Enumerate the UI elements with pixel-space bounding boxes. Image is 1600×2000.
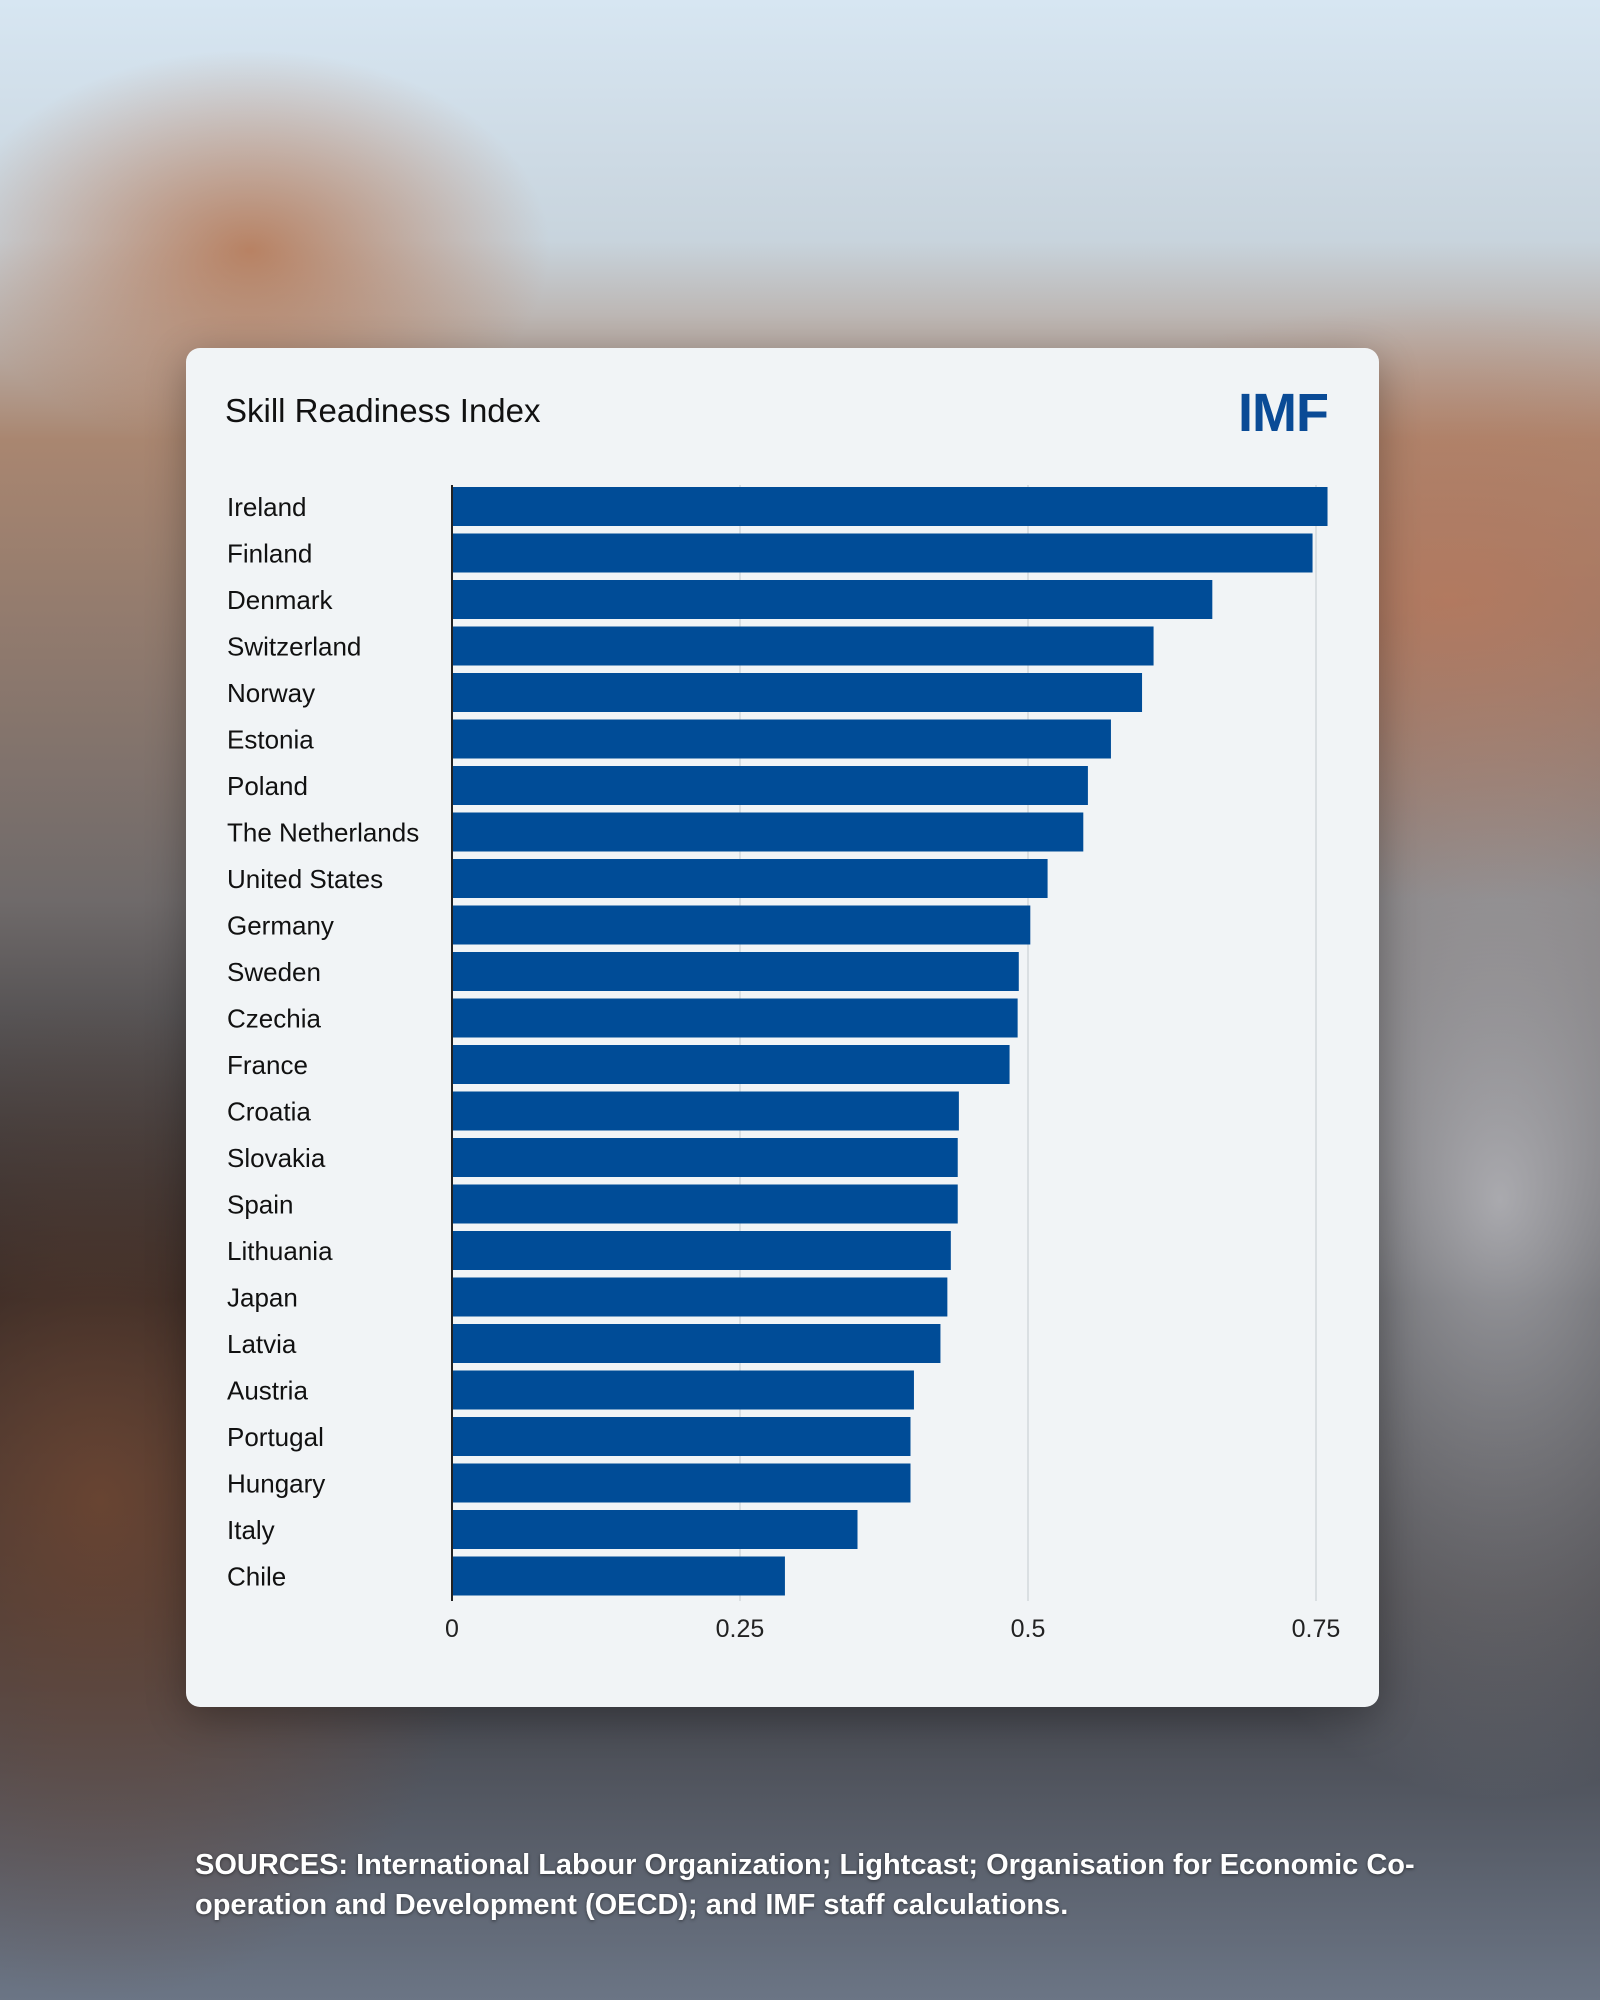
- bar: [452, 859, 1048, 898]
- y-tick-label: Chile: [227, 1562, 286, 1592]
- bar: [452, 719, 1111, 759]
- bar: [452, 1510, 858, 1549]
- y-tick-label: Spain: [227, 1190, 294, 1220]
- bar: [452, 1138, 958, 1177]
- y-tick-label: Slovakia: [227, 1143, 326, 1173]
- y-tick-label: Denmark: [227, 585, 333, 615]
- y-tick-label: Czechia: [227, 1004, 321, 1034]
- y-tick-label: Austria: [227, 1376, 308, 1406]
- y-tick-label: Portugal: [227, 1422, 324, 1452]
- bar: [452, 1370, 914, 1410]
- bar: [452, 1091, 959, 1131]
- bar: [452, 1045, 1010, 1084]
- y-tick-label: Norway: [227, 678, 315, 708]
- y-tick-label: Estonia: [227, 725, 314, 755]
- bar: [452, 766, 1088, 805]
- bar: [452, 1231, 951, 1270]
- bar: [452, 533, 1313, 573]
- y-tick-label: Lithuania: [227, 1236, 333, 1266]
- y-tick-label: The Netherlands: [227, 818, 419, 848]
- x-tick-label: 0.25: [716, 1615, 765, 1643]
- y-tick-label: France: [227, 1050, 308, 1080]
- bar: [452, 1184, 958, 1224]
- bar: [452, 1417, 911, 1456]
- bar: [452, 626, 1154, 666]
- bar: [452, 487, 1328, 526]
- y-tick-label: United States: [227, 864, 383, 894]
- bar: [452, 1324, 941, 1363]
- y-tick-label: Hungary: [227, 1469, 325, 1499]
- bar: [452, 952, 1019, 991]
- y-tick-label: Sweden: [227, 957, 321, 987]
- bar: [452, 580, 1213, 619]
- chart-title: Skill Readiness Index: [225, 392, 541, 429]
- y-tick-label: Japan: [227, 1283, 298, 1313]
- sources-note: SOURCES: International Labour Organizati…: [195, 1849, 1415, 1921]
- x-tick-label: 0.5: [1011, 1615, 1046, 1643]
- x-tick-label: 0.75: [1292, 1615, 1341, 1643]
- bar: [452, 673, 1143, 712]
- bar: [452, 1463, 911, 1503]
- y-tick-label: Finland: [227, 539, 312, 569]
- y-tick-label: Poland: [227, 771, 308, 801]
- y-tick-label: Croatia: [227, 1097, 311, 1127]
- bar: [452, 1556, 785, 1596]
- imf-logo: IMF: [1238, 383, 1329, 443]
- bar: [452, 812, 1084, 852]
- y-tick-label: Germany: [227, 911, 334, 941]
- y-tick-label: Switzerland: [227, 632, 361, 662]
- bar: [452, 905, 1031, 945]
- bar: [452, 998, 1018, 1038]
- y-tick-label: Italy: [227, 1515, 275, 1545]
- y-tick-label: Latvia: [227, 1329, 297, 1359]
- x-tick-label: 0: [445, 1615, 459, 1643]
- y-tick-label: Ireland: [227, 492, 307, 522]
- bar: [452, 1277, 948, 1317]
